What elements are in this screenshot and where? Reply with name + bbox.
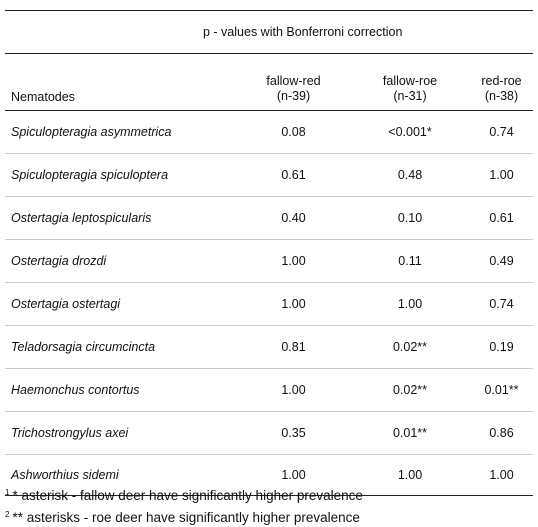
- nematode-name: Ostertagia drozdi: [11, 254, 107, 268]
- fallow-red-value: 0.08: [281, 125, 306, 139]
- header-fallow-roe-label: fallow-roe: [382, 74, 438, 88]
- footnote: 1 * asterisk - fallow deer have significa…: [5, 483, 363, 505]
- fallow-roe-value: 0.48: [397, 168, 423, 182]
- footnote-text: * asterisk - fallow deer have significan…: [12, 488, 363, 503]
- fallow-roe-value: 0.10: [397, 211, 423, 225]
- fallow-red-value: 0.35: [281, 426, 306, 440]
- header-red-roe-label: red-roe: [481, 74, 522, 88]
- footnotes: 1 * asterisk - fallow deer have significa…: [5, 483, 363, 527]
- red-roe-value: 1.00: [489, 168, 514, 182]
- header-red-roe: red-roe (n-38): [470, 54, 533, 110]
- red-roe-value: 0.01**: [484, 383, 519, 397]
- header-fallow-red-label: fallow-red: [266, 74, 321, 88]
- results-table: p - values with Bonferroni correction Ne…: [5, 0, 533, 496]
- table-row: Ashworthius sidemi 1.00 1.00 1.00: [5, 455, 533, 496]
- red-roe-value: 0.86: [489, 426, 514, 440]
- footnote-mark: 1: [5, 488, 10, 497]
- red-roe-value: 0.74: [489, 125, 514, 139]
- nematode-name: Teladorsagia circumcincta: [11, 340, 156, 354]
- table-row: Spiculopteragia spiculoptera 0.61 0.48 1…: [5, 154, 533, 197]
- table-row: Haemonchus contortus 1.00 0.02** 0.01**: [5, 369, 533, 412]
- footnote-mark: 2: [5, 510, 10, 519]
- footnote-text: ** asterisks - roe deer have significant…: [12, 510, 360, 525]
- fallow-roe-value: <0.001*: [388, 125, 432, 139]
- fallow-red-value: 1.00: [281, 297, 306, 311]
- nematode-name: Ostertagia leptospicularis: [11, 211, 152, 225]
- fallow-roe-value: 1.00: [397, 468, 423, 482]
- fallow-red-value: 1.00: [281, 254, 306, 268]
- header-nematodes: Nematodes: [5, 54, 237, 110]
- table-caption: p - values with Bonferroni correction: [203, 25, 403, 39]
- fallow-roe-value: 1.00: [397, 297, 423, 311]
- header-red-roe-n: (n-38): [484, 89, 519, 103]
- red-roe-value: 0.19: [489, 340, 514, 354]
- nematode-name: Spiculopteragia spiculoptera: [11, 168, 169, 182]
- nematode-name: Ashworthius sidemi: [11, 468, 119, 482]
- nematode-name: Ostertagia ostertagi: [11, 297, 121, 311]
- fallow-red-value: 0.61: [281, 168, 306, 182]
- table-row: Ostertagia ostertagi 1.00 1.00 0.74: [5, 283, 533, 326]
- table-row: Ostertagia leptospicularis 0.40 0.10 0.6…: [5, 197, 533, 240]
- header-fallow-red: fallow-red (n-39): [237, 54, 350, 110]
- table-top-rule: [5, 0, 533, 11]
- table-row: Ostertagia drozdi 1.00 0.11 0.49: [5, 240, 533, 283]
- nematode-name: Spiculopteragia asymmetrica: [11, 125, 172, 139]
- table-row: Teladorsagia circumcincta 0.81 0.02** 0.…: [5, 326, 533, 369]
- table-header-row: Nematodes fallow-red (n-39) fallow-roe (…: [5, 54, 533, 111]
- table-row: Spiculopteragia asymmetrica 0.08 <0.001*…: [5, 111, 533, 154]
- fallow-roe-value: 0.11: [398, 254, 422, 268]
- fallow-roe-value: 0.02**: [392, 340, 428, 354]
- fallow-red-value: 1.00: [281, 468, 306, 482]
- footnote: 2 ** asterisks - roe deer have significan…: [5, 505, 363, 527]
- table-caption-row: p - values with Bonferroni correction: [5, 11, 533, 54]
- red-roe-value: 1.00: [489, 468, 514, 482]
- fallow-red-value: 0.81: [281, 340, 306, 354]
- red-roe-value: 0.49: [489, 254, 514, 268]
- red-roe-value: 0.61: [489, 211, 514, 225]
- fallow-red-value: 0.40: [281, 211, 306, 225]
- fallow-roe-value: 0.01**: [392, 426, 428, 440]
- header-fallow-roe: fallow-roe (n-31): [350, 54, 470, 110]
- header-fallow-roe-n: (n-31): [393, 89, 427, 103]
- fallow-roe-value: 0.02**: [392, 383, 428, 397]
- header-nematodes-label: Nematodes: [11, 90, 75, 104]
- fallow-red-value: 1.00: [281, 383, 306, 397]
- nematode-name: Trichostrongylus axei: [11, 426, 129, 440]
- red-roe-value: 0.74: [489, 297, 514, 311]
- nematode-name: Haemonchus contortus: [11, 383, 140, 397]
- table-row: Trichostrongylus axei 0.35 0.01** 0.86: [5, 412, 533, 455]
- header-fallow-red-n: (n-39): [276, 89, 311, 103]
